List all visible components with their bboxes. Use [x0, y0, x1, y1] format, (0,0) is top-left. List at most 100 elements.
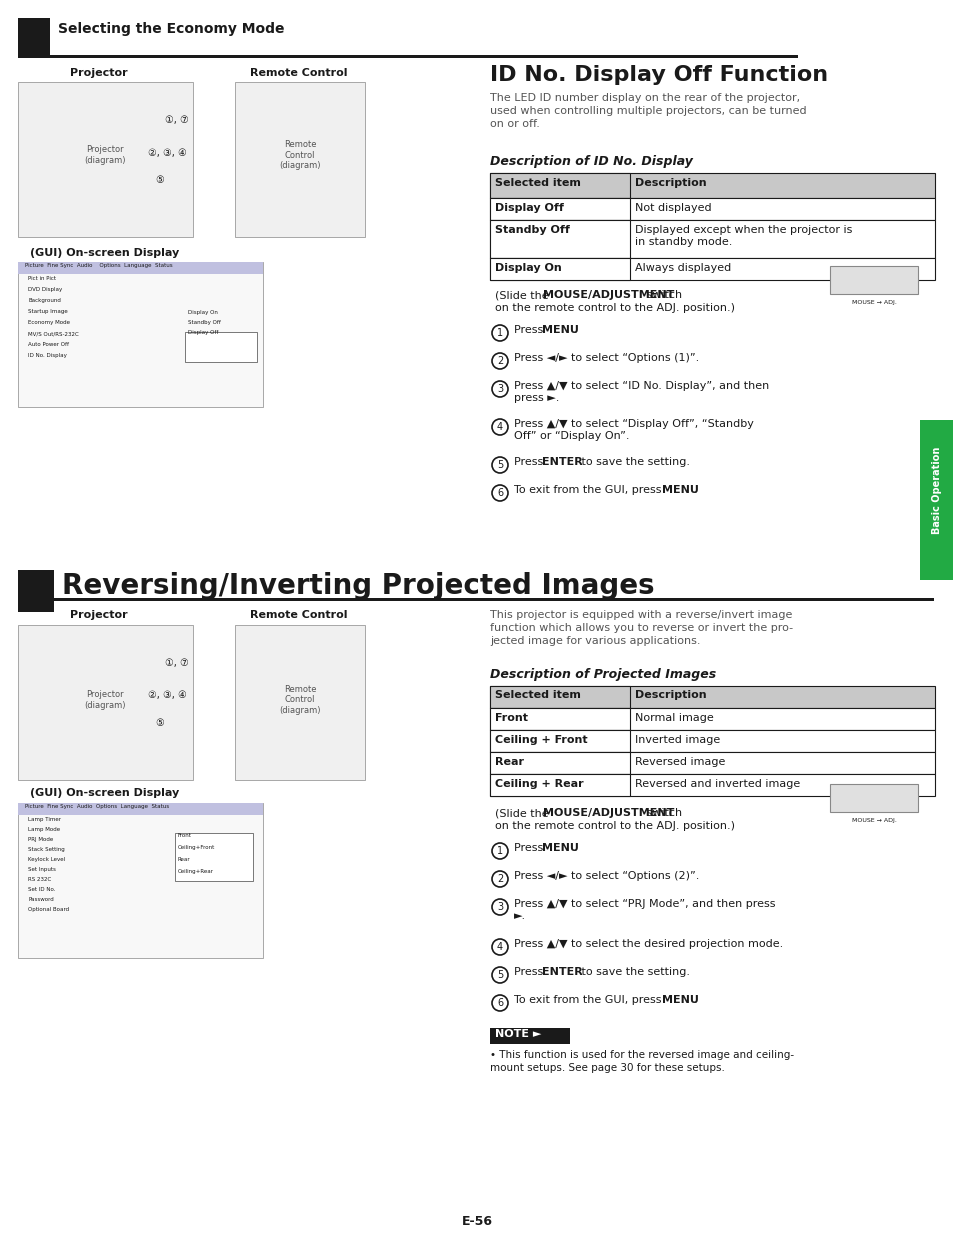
Bar [18, 19, 50, 56]
Text: (Slide the: (Slide the [495, 808, 552, 818]
Text: Press ▲/▼ to select “PRJ Mode”, and then press
►.: Press ▲/▼ to select “PRJ Mode”, and then… [514, 899, 775, 921]
Circle shape [492, 419, 507, 435]
Text: ENTER: ENTER [541, 457, 582, 467]
Text: MOUSE → ADJ.: MOUSE → ADJ. [851, 818, 896, 823]
Text: switch: switch [642, 290, 681, 300]
Text: ID No. Display Off Function: ID No. Display Off Function [490, 65, 827, 85]
Circle shape [492, 899, 507, 915]
Text: The LED ID number display on the rear of the projector,
used when controlling mu: The LED ID number display on the rear of… [490, 93, 806, 130]
Text: ENTER: ENTER [541, 967, 582, 977]
Text: Lamp Mode: Lamp Mode [28, 827, 60, 832]
Circle shape [492, 939, 507, 955]
Bar [490, 173, 934, 198]
Text: Press: Press [514, 967, 546, 977]
Text: on the remote control to the ADJ. position.): on the remote control to the ADJ. positi… [495, 821, 734, 831]
Text: PRJ Mode: PRJ Mode [28, 837, 53, 842]
Bar [490, 708, 934, 730]
Text: Description: Description [635, 178, 706, 188]
Text: Rear: Rear [178, 857, 191, 862]
Text: Displayed except when the projector is
in standby mode.: Displayed except when the projector is i… [635, 225, 851, 247]
Text: Selected item: Selected item [495, 178, 580, 188]
Bar [490, 685, 629, 708]
Text: MENU: MENU [541, 844, 578, 853]
Bar [18, 625, 193, 781]
Bar [490, 258, 629, 280]
Text: 5: 5 [497, 969, 502, 981]
Bar [490, 220, 629, 258]
Text: Inverted image: Inverted image [635, 735, 720, 745]
Bar [490, 752, 934, 774]
Text: This projector is equipped with a reverse/invert image
function which allows you: This projector is equipped with a revers… [490, 610, 792, 646]
Bar [18, 803, 263, 815]
Bar [829, 266, 917, 294]
Text: Press ▲/▼ to select “ID No. Display”, and then
press ►.: Press ▲/▼ to select “ID No. Display”, an… [514, 382, 768, 404]
Text: Remote Control: Remote Control [250, 68, 347, 78]
Text: E-56: E-56 [461, 1215, 492, 1228]
Text: Projector
(diagram): Projector (diagram) [84, 146, 126, 164]
Text: Display On: Display On [188, 310, 217, 315]
Circle shape [492, 382, 507, 396]
Bar [490, 685, 934, 708]
Text: 4: 4 [497, 942, 502, 952]
Text: To exit from the GUI, press: To exit from the GUI, press [514, 995, 664, 1005]
Text: Password: Password [28, 897, 53, 902]
Text: Projector: Projector [70, 610, 128, 620]
Text: Background: Background [28, 298, 61, 303]
Bar [490, 730, 934, 752]
Text: • This function is used for the reversed image and ceiling-
mount setups. See pa: • This function is used for the reversed… [490, 1050, 793, 1073]
Text: Stack Setting: Stack Setting [28, 847, 65, 852]
Text: Press ▲/▼ to select “Display Off”, “Standby
Off” or “Display On”.: Press ▲/▼ to select “Display Off”, “Stan… [514, 419, 753, 441]
Text: 6: 6 [497, 998, 502, 1008]
Text: 2: 2 [497, 356, 502, 366]
Circle shape [492, 485, 507, 501]
Text: Reversed and inverted image: Reversed and inverted image [635, 779, 800, 789]
Bar [490, 774, 934, 797]
Text: .: . [574, 844, 577, 853]
Bar [18, 803, 263, 958]
Text: Keylock Level: Keylock Level [28, 857, 65, 862]
Text: ①, ⑦: ①, ⑦ [165, 658, 189, 668]
Text: Pict in Pict: Pict in Pict [28, 275, 56, 282]
Text: MOUSE/ADJUSTMENT: MOUSE/ADJUSTMENT [542, 290, 674, 300]
Text: Optional Board: Optional Board [28, 906, 69, 911]
Text: Selecting the Economy Mode: Selecting the Economy Mode [58, 22, 284, 36]
Text: Projector
(diagram): Projector (diagram) [84, 690, 126, 710]
Text: .: . [574, 325, 577, 335]
Text: Remote
Control
(diagram): Remote Control (diagram) [279, 140, 320, 170]
Bar [18, 262, 263, 274]
Bar [18, 598, 933, 601]
Bar [234, 82, 365, 237]
Text: (GUI) On-screen Display: (GUI) On-screen Display [30, 788, 179, 798]
Bar [18, 82, 193, 237]
Text: Standby Off: Standby Off [495, 225, 569, 235]
Text: Display Off: Display Off [188, 330, 218, 335]
Text: Lamp Timer: Lamp Timer [28, 818, 61, 823]
Text: Press: Press [514, 844, 546, 853]
Text: 5: 5 [497, 459, 502, 471]
Text: switch: switch [642, 808, 681, 818]
Text: Selected item: Selected item [495, 690, 580, 700]
Bar [829, 784, 917, 811]
Text: Standby Off: Standby Off [188, 320, 221, 325]
Text: ①, ⑦: ①, ⑦ [165, 115, 189, 125]
Text: 4: 4 [497, 422, 502, 432]
Circle shape [492, 457, 507, 473]
Text: Press: Press [514, 325, 546, 335]
Circle shape [492, 995, 507, 1011]
Text: Display Off: Display Off [495, 203, 563, 212]
Text: Press ◄/► to select “Options (2)”.: Press ◄/► to select “Options (2)”. [514, 871, 699, 881]
Text: Startup Image: Startup Image [28, 309, 68, 314]
Text: Front: Front [178, 832, 192, 839]
Circle shape [492, 871, 507, 887]
Text: 6: 6 [497, 488, 502, 498]
Text: Ceiling + Rear: Ceiling + Rear [495, 779, 583, 789]
Text: to save the setting.: to save the setting. [578, 967, 689, 977]
Text: Picture  Fine Sync  Audio    Options  Language  Status: Picture Fine Sync Audio Options Language… [25, 263, 172, 268]
Text: Press: Press [514, 457, 546, 467]
Text: MOUSE/ADJUSTMENT: MOUSE/ADJUSTMENT [542, 808, 674, 818]
Text: on the remote control to the ADJ. position.): on the remote control to the ADJ. positi… [495, 303, 734, 312]
Bar [18, 56, 797, 58]
Bar [234, 625, 365, 781]
Bar [490, 1028, 569, 1044]
Bar [490, 752, 629, 774]
